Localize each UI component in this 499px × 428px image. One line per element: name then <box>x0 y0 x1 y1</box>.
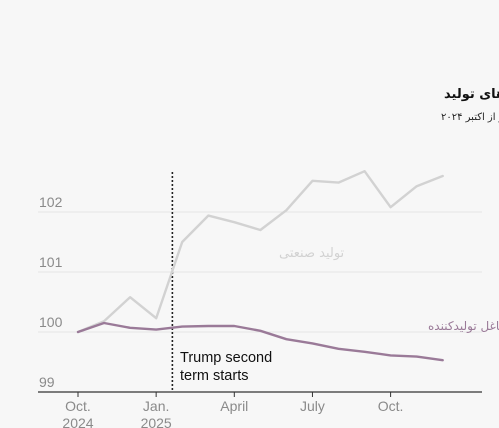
grid-layer <box>38 172 482 397</box>
y-tick-label: 101 <box>39 254 63 270</box>
x-tick-label: April <box>220 398 248 414</box>
text-layer: شاخص‌های تولید تغییر از اکتبر ۲۰۲۴ تولید… <box>39 87 499 428</box>
chart-subtitle: تغییر از اکتبر ۲۰۲۴ <box>441 112 499 123</box>
annotation-line-2: term starts <box>180 368 248 384</box>
series-line-manufacturing-jobs <box>76 321 444 362</box>
y-tick-label: 102 <box>39 194 63 210</box>
x-tick-label: July <box>300 398 325 414</box>
x-tick-label: Oct. <box>378 398 404 414</box>
lines-layer <box>76 169 444 362</box>
chart-title: شاخص‌های تولید <box>444 87 499 102</box>
x-tick-year-label: 2025 <box>141 415 172 428</box>
x-tick-label: Oct. <box>65 398 91 414</box>
series-label-industrial-production: تولید صنعتی <box>279 246 345 261</box>
series-label-manufacturing-jobs: مشاغل تولیدکننده <box>428 319 499 334</box>
y-tick-label: 100 <box>39 314 63 330</box>
series-line-industrial-production <box>76 169 444 334</box>
x-tick-label: Jan. <box>143 398 169 414</box>
x-tick-year-label: 2024 <box>62 415 93 428</box>
annotation-line-1: Trump second <box>180 350 272 366</box>
y-tick-label: 99 <box>39 374 55 390</box>
